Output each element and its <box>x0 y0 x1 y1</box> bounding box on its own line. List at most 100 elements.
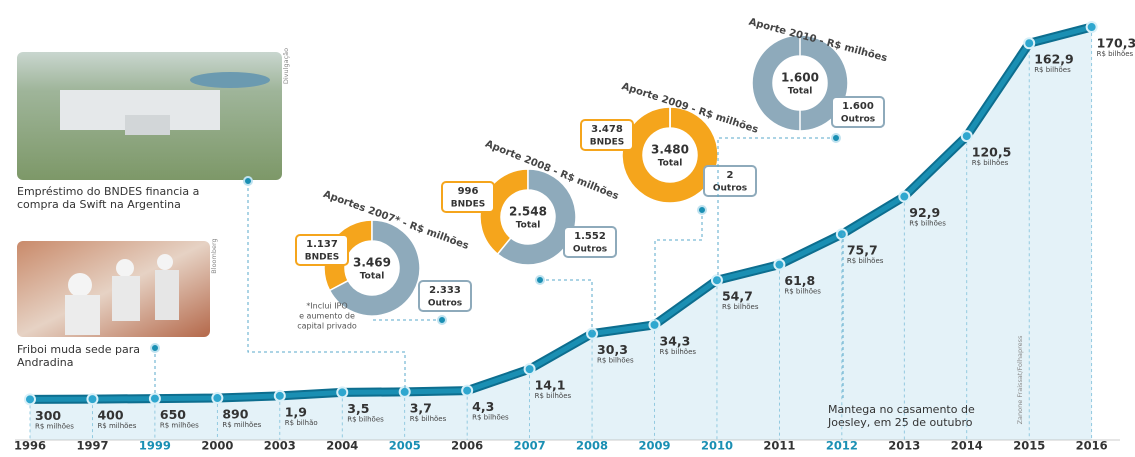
point <box>712 275 722 285</box>
unit-label: R$ milhões <box>222 421 261 429</box>
value-label: 61,8 <box>784 273 815 288</box>
unit-label: R$ bilhões <box>660 348 697 356</box>
caption: Andradina <box>17 356 74 369</box>
value-label: 75,7 <box>847 243 878 258</box>
donut-total-name: Total <box>658 159 683 169</box>
photo-credit: Divulgação <box>282 48 290 84</box>
value-label: 92,9 <box>909 205 940 220</box>
value-label: 890 <box>222 407 248 422</box>
point <box>150 394 160 404</box>
value-label: 400 <box>97 408 123 423</box>
unit-label: R$ bilhões <box>1034 66 1071 74</box>
caption: Mantega no casamento de <box>828 403 975 416</box>
unit-label: R$ bilhões <box>597 357 634 365</box>
x-tick-label: 2012 <box>826 439 858 453</box>
value-label: 14,1 <box>535 378 566 393</box>
x-tick-label: 1997 <box>76 439 108 453</box>
point <box>212 393 222 403</box>
caption: Empréstimo do BNDES financia a <box>17 185 199 198</box>
donut-value-label: 1.552 <box>574 231 606 242</box>
point <box>1024 38 1034 48</box>
infographic: 300R$ milhões1996400R$ milhões1997650R$ … <box>0 0 1135 457</box>
unit-label: R$ milhões <box>160 422 199 430</box>
point <box>837 229 847 239</box>
donut-total-name: Total <box>516 221 541 231</box>
value-label: 650 <box>160 407 186 422</box>
unit-label: R$ bilhões <box>410 415 447 423</box>
value-label: 54,7 <box>722 289 753 304</box>
unit-label: R$ bilhões <box>535 392 572 400</box>
value-label: 1,9 <box>285 404 307 419</box>
donut-note: capital privado <box>297 322 357 331</box>
donut-total: 3.469 <box>353 256 391 270</box>
value-label: 170,3 <box>1097 36 1135 51</box>
photo-credit: Bloomberg <box>210 238 218 273</box>
donut-category: Outros <box>841 115 875 125</box>
point <box>25 394 35 404</box>
x-tick-label: 2007 <box>514 439 546 453</box>
donut-note: *Inclui IPO <box>306 302 347 311</box>
unit-label: R$ milhões <box>35 422 74 430</box>
x-tick-label: 2013 <box>888 439 920 453</box>
donut-total: 1.600 <box>781 71 819 85</box>
donut-value-label: 1.137 <box>306 239 338 250</box>
x-tick-label: 2015 <box>1013 439 1045 453</box>
donut-note: e aumento de <box>299 312 355 321</box>
unit-label: R$ bilhões <box>347 415 384 423</box>
value-label: 162,9 <box>1034 52 1074 67</box>
donut-total-name: Total <box>360 272 385 282</box>
unit-label: R$ bilhões <box>472 414 509 422</box>
donut-category: Outros <box>573 245 607 255</box>
donut-category: Outros <box>428 299 462 309</box>
value-label: 3,5 <box>347 401 369 416</box>
caption: compra da Swift na Argentina <box>17 198 181 211</box>
point <box>962 131 972 141</box>
unit-label: R$ bilhões <box>972 159 1009 167</box>
x-tick-label: 2009 <box>638 439 670 453</box>
value-label: 30,3 <box>597 342 628 357</box>
donut-category: BNDES <box>305 253 340 263</box>
unit-label: R$ bilhões <box>784 288 821 296</box>
unit-label: R$ bilhões <box>1097 50 1134 58</box>
donut-value-label: 2.333 <box>429 285 461 296</box>
donut-total: 2.548 <box>509 205 547 219</box>
x-tick-label: 2006 <box>451 439 483 453</box>
point <box>525 364 535 374</box>
donut-category: BNDES <box>590 138 625 148</box>
unit-label: R$ bilhão <box>285 419 318 427</box>
unit-label: R$ milhões <box>97 422 136 430</box>
unit-label: R$ bilhões <box>722 303 759 311</box>
x-tick-label: 2011 <box>763 439 795 453</box>
point <box>400 387 410 397</box>
x-tick-label: 2005 <box>389 439 421 453</box>
x-tick-label: 2000 <box>201 439 233 453</box>
x-tick-label: 2003 <box>264 439 296 453</box>
point <box>774 260 784 270</box>
value-label: 4,3 <box>472 399 494 414</box>
donut: 3.480TotalAporte 2009 - R$ milhões3.478B… <box>581 81 760 203</box>
donut-total-name: Total <box>788 87 813 97</box>
value-label: 300 <box>35 408 61 423</box>
caption: Friboi muda sede para <box>17 343 140 356</box>
photo-factory <box>17 52 282 180</box>
donut-value-label: 3.478 <box>591 124 623 135</box>
value-label: 34,3 <box>660 333 691 348</box>
point <box>899 192 909 202</box>
point <box>275 391 285 401</box>
x-tick-label: 2016 <box>1076 439 1108 453</box>
caption: Joesley, em 25 de outubro <box>827 416 973 429</box>
point <box>462 386 472 396</box>
donut-category: BNDES <box>451 200 486 210</box>
x-tick-label: 1999 <box>139 439 171 453</box>
x-tick-label: 2010 <box>701 439 733 453</box>
value-label: 120,5 <box>972 145 1012 160</box>
unit-label: R$ bilhões <box>909 220 946 228</box>
value-label: 3,7 <box>410 400 432 415</box>
photo-workers <box>17 241 210 337</box>
x-tick-label: 2008 <box>576 439 608 453</box>
point <box>1087 22 1097 32</box>
point <box>87 394 97 404</box>
x-tick-label: 1996 <box>14 439 46 453</box>
